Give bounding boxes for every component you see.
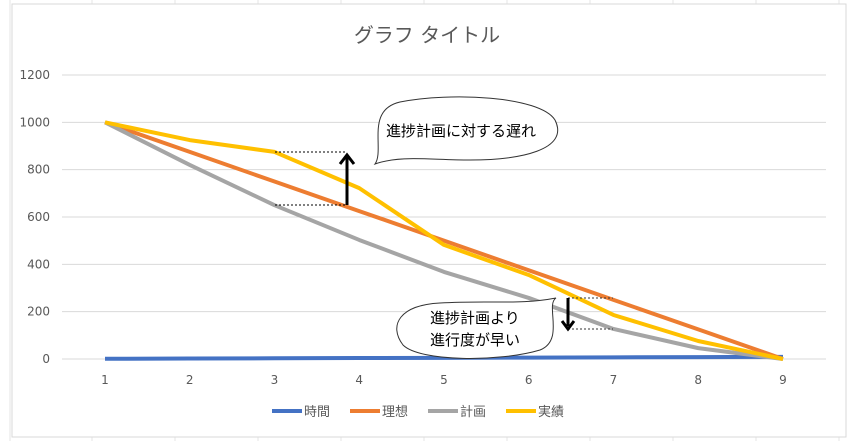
legend-label: 理想 <box>382 404 408 420</box>
ahead-annotation: 進捗計画より 進行度が早い <box>396 297 613 359</box>
callout-text-ahead-2: 進行度が早い <box>430 331 520 349</box>
y-tick-label: 200 <box>27 305 50 319</box>
callout-bubble-delay <box>373 96 558 166</box>
y-tick-label: 1000 <box>19 115 50 129</box>
callout-text-delay: 進捗計画に対する遅れ <box>386 122 536 140</box>
legend-label: 実績 <box>538 404 564 420</box>
series-line-4[interactable] <box>104 120 784 361</box>
legend-label: 計画 <box>460 404 486 420</box>
y-tick-label: 800 <box>27 163 50 177</box>
legend-label: 時間 <box>304 405 330 420</box>
chart-title[interactable]: グラフ タイトル <box>354 23 500 47</box>
y-tick-label: 0 <box>42 352 50 366</box>
x-tick-label: 5 <box>440 373 448 387</box>
callout-text-ahead-1: 進捗計画より <box>430 309 520 327</box>
x-tick-label: 9 <box>779 373 787 387</box>
y-tick-label: 1200 <box>19 68 50 82</box>
delay-annotation: 進捗計画に対する遅れ <box>275 96 558 206</box>
x-tick-label: 3 <box>271 373 279 387</box>
callout-bubble-ahead <box>396 297 557 359</box>
x-tick-label: 7 <box>610 373 618 387</box>
x-tick-label: 4 <box>355 373 363 387</box>
x-tick-label: 8 <box>694 373 702 387</box>
legend[interactable]: 時間 理想 計画 実績 <box>272 404 564 420</box>
series-line-2[interactable] <box>104 120 784 361</box>
y-tick-label: 400 <box>27 257 50 271</box>
x-tick-label: 6 <box>525 373 533 387</box>
y-tick-label: 600 <box>27 210 50 224</box>
x-tick-label: 2 <box>186 373 194 387</box>
x-tick-label: 1 <box>101 373 109 387</box>
chart-border <box>11 3 847 438</box>
series-line-3[interactable] <box>104 120 784 361</box>
